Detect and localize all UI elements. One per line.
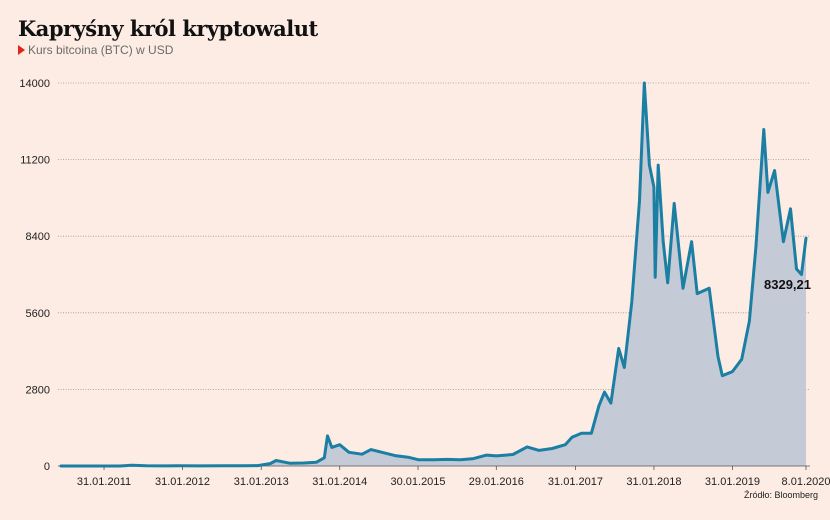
source-note: Źródło: Bloomberg bbox=[743, 490, 818, 500]
price-area bbox=[61, 83, 806, 466]
y-tick-label: 11200 bbox=[20, 155, 50, 167]
red-triangle-icon bbox=[18, 45, 25, 55]
last-value-label: 8329,21 bbox=[764, 277, 811, 292]
x-tick-label: 31.01.2011 bbox=[77, 476, 131, 488]
x-tick-label: 29.01.2016 bbox=[469, 476, 524, 488]
x-tick-label: 31.01.2019 bbox=[705, 476, 760, 488]
x-tick-label: 31.01.2012 bbox=[155, 476, 210, 488]
x-tick-label: 30.01.2015 bbox=[390, 476, 445, 488]
chart-subtitle: Kurs bitcoina (BTC) w USD bbox=[18, 43, 173, 57]
y-tick-label: 14000 bbox=[19, 78, 50, 90]
y-tick-label: 2800 bbox=[26, 384, 50, 396]
y-tick-label: 8400 bbox=[26, 231, 50, 243]
x-tick-label: 31.01.2013 bbox=[234, 476, 289, 488]
x-tick-label: 31.01.2014 bbox=[312, 476, 367, 488]
x-tick-label: 8.01.2020 bbox=[782, 476, 830, 488]
chart-title: Kapryśny król kryptowalut bbox=[18, 16, 318, 41]
x-tick-label: 31.01.2018 bbox=[626, 476, 681, 488]
y-tick-label: 0 bbox=[44, 461, 50, 473]
subtitle-text: Kurs bitcoina (BTC) w USD bbox=[28, 43, 174, 57]
y-tick-label: 5600 bbox=[26, 308, 50, 320]
x-tick-label: 31.01.2017 bbox=[548, 476, 603, 488]
